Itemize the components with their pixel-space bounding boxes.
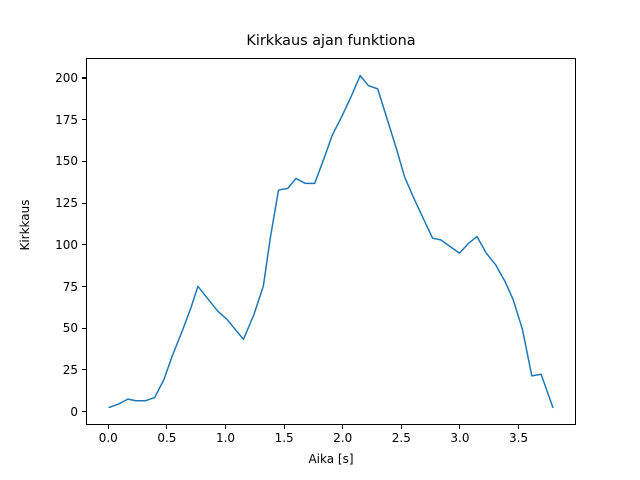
y-tick-label: 25 bbox=[62, 362, 78, 377]
brightness-series-path bbox=[109, 76, 553, 408]
x-tick-mark bbox=[166, 425, 168, 429]
x-axis-label: Aika [s] bbox=[308, 452, 354, 466]
x-tick-label: 3.5 bbox=[509, 431, 529, 445]
y-tick-mark bbox=[82, 77, 86, 79]
x-tick-mark bbox=[459, 425, 461, 429]
x-tick-mark bbox=[224, 425, 227, 429]
y-tick-label: 75 bbox=[62, 279, 78, 294]
x-tick-label: 0.0 bbox=[98, 431, 118, 445]
x-tick-label: 0.5 bbox=[157, 431, 177, 445]
y-tick-label: 0 bbox=[70, 404, 78, 419]
plot-area bbox=[86, 58, 576, 425]
page-title: Kirkkaus ajan funktiona bbox=[246, 33, 416, 49]
y-tick-label: 150 bbox=[55, 154, 78, 169]
x-tick-label: 1.5 bbox=[274, 431, 294, 445]
y-tick-mark bbox=[82, 202, 86, 204]
y-tick-mark bbox=[82, 119, 86, 121]
x-tick-mark bbox=[107, 425, 109, 429]
x-tick-label: 3.0 bbox=[450, 431, 470, 445]
x-tick-mark bbox=[283, 425, 285, 429]
x-tick-mark bbox=[518, 425, 520, 429]
y-axis-label: Kirkkaus bbox=[18, 199, 32, 251]
x-tick-mark bbox=[342, 425, 344, 429]
y-tick-label: 50 bbox=[62, 321, 78, 336]
y-tick-label: 125 bbox=[55, 196, 78, 211]
x-tick-label: 2.5 bbox=[391, 431, 411, 445]
line-series bbox=[87, 59, 575, 424]
y-tick-label: 200 bbox=[55, 71, 78, 86]
x-tick-label: 1.0 bbox=[215, 431, 236, 445]
y-tick-mark bbox=[82, 285, 86, 288]
y-tick-mark bbox=[82, 369, 86, 371]
y-tick-mark bbox=[82, 411, 86, 413]
y-tick-mark bbox=[82, 327, 86, 329]
y-tick-label: 100 bbox=[55, 237, 78, 252]
x-tick-mark bbox=[400, 425, 402, 429]
y-tick-mark bbox=[82, 244, 86, 246]
y-tick-mark bbox=[82, 160, 86, 162]
x-tick-label: 2.0 bbox=[333, 431, 353, 445]
y-tick-label: 175 bbox=[55, 112, 78, 127]
